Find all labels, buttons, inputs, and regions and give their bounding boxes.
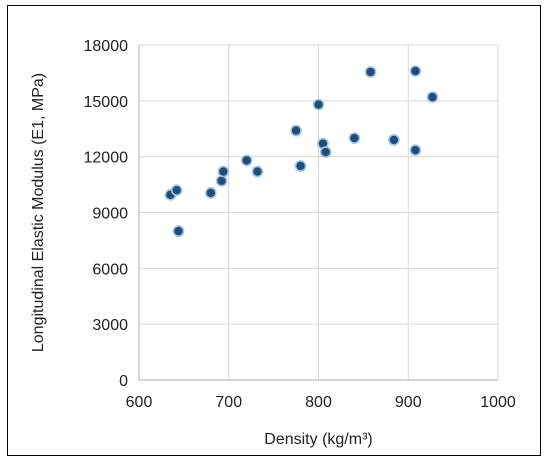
data-point: [215, 175, 228, 187]
scatter-chart: 0 3000 6000 9000 12000 15000 18000 600 700 800 900…: [30, 38, 516, 448]
chart-frame: 0 3000 6000 9000 12000 15000 18000 600 700 800 900…: [7, 5, 541, 456]
y-tick-label: 0: [119, 373, 128, 390]
x-tick-label: 900: [395, 394, 422, 411]
data-point: [170, 184, 183, 196]
data-point: [217, 165, 230, 178]
data-point: [409, 144, 422, 156]
data-point: [426, 91, 439, 103]
x-tick-label: 700: [215, 394, 242, 411]
data-point: [388, 134, 400, 146]
data-point: [294, 160, 307, 172]
y-tick-label: 18000: [84, 38, 129, 55]
y-tick-label: 12000: [84, 150, 129, 167]
y-tick-label: 9000: [92, 206, 128, 223]
x-tick-label: 600: [126, 394, 153, 411]
data-points: [164, 65, 439, 237]
axes: [138, 45, 498, 381]
x-axis-title: Density (kg/m³): [264, 431, 372, 448]
x-tick-label: 800: [305, 394, 332, 411]
data-point: [205, 187, 217, 199]
data-point: [290, 124, 302, 137]
data-point: [364, 66, 377, 78]
data-point: [312, 98, 325, 111]
y-tick-label: 15000: [84, 94, 129, 111]
data-point: [172, 225, 185, 237]
data-point: [409, 65, 422, 77]
gridlines: [139, 44, 499, 380]
data-point: [348, 132, 361, 144]
data-point: [240, 154, 253, 167]
y-axis-title: Longitudinal Elastic Modulus (E1, MPa): [30, 73, 47, 352]
x-tick-label: 1000: [480, 394, 516, 411]
data-point: [251, 165, 264, 178]
tick-labels: 0 3000 6000 9000 12000 15000 18000 600 700 800 900…: [84, 38, 516, 411]
y-tick-label: 3000: [92, 317, 128, 334]
y-tick-label: 6000: [92, 261, 128, 278]
data-point: [319, 146, 332, 158]
